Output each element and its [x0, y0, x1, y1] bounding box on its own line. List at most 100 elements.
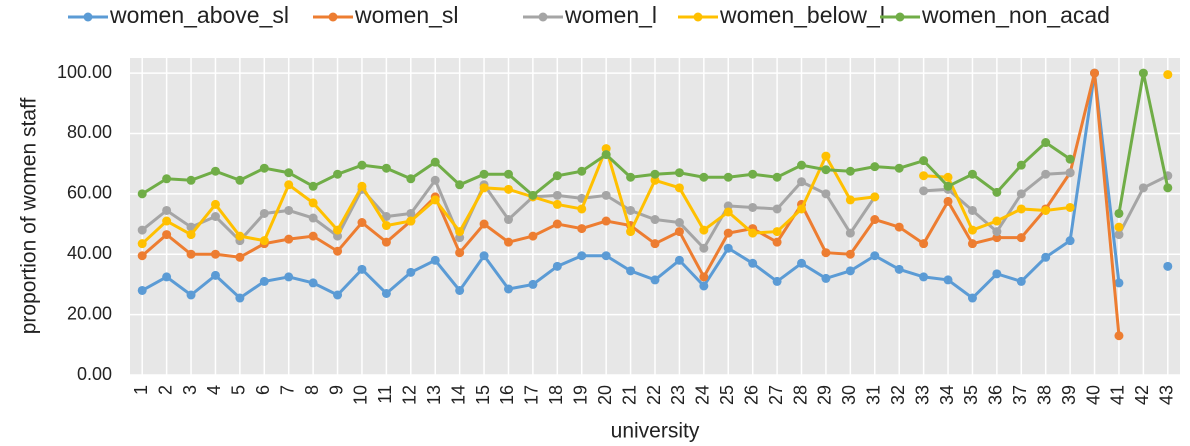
x-tick-label: 25 — [717, 385, 737, 405]
data-point — [699, 225, 709, 235]
data-point — [284, 205, 294, 215]
data-point — [552, 199, 562, 209]
data-point — [845, 249, 855, 259]
x-tick-label: 30 — [839, 385, 859, 405]
data-point — [797, 204, 807, 214]
x-tick-label: 28 — [790, 385, 810, 405]
data-point — [870, 215, 880, 225]
data-point — [333, 246, 343, 256]
data-point — [845, 266, 855, 276]
y-tick-label: 40.00 — [67, 243, 112, 263]
data-point — [552, 261, 562, 271]
data-point — [699, 243, 709, 253]
data-point — [967, 225, 977, 235]
data-point — [137, 285, 147, 295]
data-point — [503, 237, 513, 247]
x-tick-label: 3 — [180, 385, 200, 395]
y-tick-label: 80.00 — [67, 122, 112, 142]
data-point — [821, 273, 831, 283]
data-point — [528, 190, 538, 200]
data-point — [308, 213, 318, 223]
data-point — [626, 172, 636, 182]
data-point — [626, 227, 636, 237]
data-point — [210, 212, 220, 221]
data-point — [894, 264, 904, 274]
data-point — [284, 180, 294, 190]
data-point — [479, 219, 489, 229]
data-point — [381, 237, 391, 247]
x-tick-label: 5 — [229, 385, 249, 395]
legend-marker — [328, 12, 338, 22]
data-point — [821, 165, 831, 175]
data-point — [210, 270, 220, 280]
data-point — [943, 275, 953, 285]
x-tick-label: 7 — [277, 385, 297, 395]
data-point — [943, 181, 953, 191]
data-point — [1138, 183, 1148, 193]
x-tick-label: 11 — [375, 385, 395, 404]
x-tick-label: 22 — [644, 385, 664, 405]
data-point — [870, 251, 880, 261]
data-point — [430, 255, 440, 265]
data-point — [674, 227, 684, 237]
data-point — [357, 264, 367, 274]
data-point — [797, 258, 807, 268]
data-point — [455, 180, 465, 190]
data-point — [381, 288, 391, 298]
data-point — [430, 157, 440, 167]
x-tick-label: 13 — [424, 385, 444, 405]
data-point — [577, 251, 587, 261]
x-tick-label: 32 — [888, 385, 908, 405]
data-point — [1163, 261, 1173, 271]
x-tick-label: 9 — [326, 385, 346, 395]
data-point — [626, 205, 636, 215]
data-point — [259, 276, 269, 286]
data-point — [1114, 230, 1124, 240]
data-point — [650, 169, 660, 179]
legend-marker — [693, 12, 703, 22]
x-tick-label: 27 — [766, 385, 786, 405]
data-point — [919, 156, 929, 166]
data-point — [1065, 236, 1075, 246]
x-tick-label: 21 — [619, 385, 639, 405]
data-point — [1016, 276, 1026, 286]
data-point — [333, 225, 343, 235]
data-point — [1016, 189, 1026, 199]
data-point — [894, 222, 904, 232]
data-point — [259, 236, 269, 246]
data-point — [1163, 70, 1173, 80]
legend-label: women_sl — [354, 2, 459, 28]
legend-label: women_l — [564, 2, 657, 28]
data-point — [919, 171, 929, 181]
data-point — [748, 169, 758, 179]
data-point — [772, 227, 782, 237]
x-tick-label: 37 — [1010, 385, 1030, 405]
data-point — [1114, 278, 1124, 288]
data-point — [1090, 68, 1100, 78]
x-tick-label: 17 — [522, 385, 542, 405]
data-point — [674, 168, 684, 178]
y-tick-label: 100.00 — [57, 62, 112, 82]
x-tick-label: 34 — [937, 385, 957, 405]
x-tick-label: 38 — [1034, 385, 1054, 405]
x-tick-label: 16 — [497, 385, 517, 405]
data-point — [601, 150, 611, 160]
data-point — [235, 293, 245, 303]
data-point — [1114, 331, 1124, 341]
data-point — [797, 177, 807, 187]
data-point — [577, 204, 587, 214]
data-point — [699, 281, 709, 291]
data-point — [552, 190, 562, 200]
data-point — [967, 239, 977, 249]
data-point — [259, 163, 269, 173]
data-point — [528, 279, 538, 289]
data-point — [1114, 222, 1124, 232]
data-point — [1016, 160, 1026, 170]
data-point — [992, 216, 1002, 226]
data-point — [552, 171, 562, 181]
x-tick-label: 2 — [155, 385, 175, 395]
data-point — [772, 276, 782, 286]
data-point — [919, 272, 929, 282]
data-point — [748, 202, 758, 212]
